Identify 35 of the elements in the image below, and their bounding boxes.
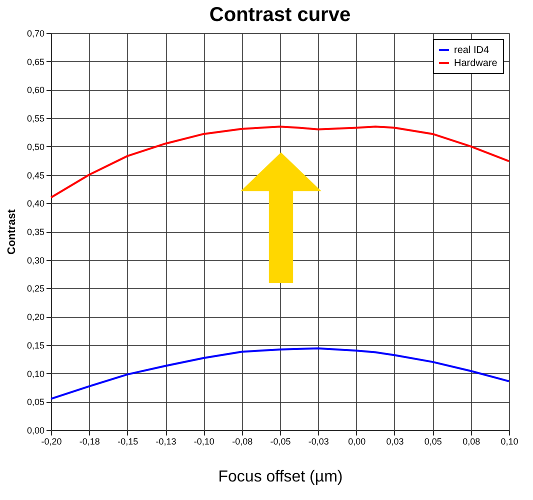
- y-tick-label: 0,20: [26, 312, 44, 322]
- chart-title: Contrast curve: [209, 4, 351, 26]
- x-tick-label: 0,10: [500, 436, 518, 446]
- x-tick-label: -0,18: [79, 436, 100, 446]
- x-tick-label: 0,08: [462, 436, 480, 446]
- x-tick-label: -0,10: [194, 436, 214, 446]
- x-tick-label: 0,05: [424, 436, 442, 446]
- y-tick-label: 0,35: [26, 227, 44, 237]
- y-tick-label: 0,55: [26, 114, 44, 124]
- x-tick-label: -0,13: [156, 436, 176, 446]
- x-tick-label: -0,08: [232, 436, 253, 446]
- y-tick-label: 0,70: [26, 28, 44, 38]
- x-tick-label: 0,03: [386, 436, 404, 446]
- legend-label: real ID4: [454, 45, 490, 56]
- x-tick-label: -0,15: [118, 436, 138, 446]
- y-tick-label: 0,00: [26, 426, 44, 436]
- y-axis-title: Contrast: [6, 209, 18, 255]
- y-tick-label: 0,60: [26, 85, 44, 96]
- line-series: [50, 347, 510, 400]
- y-tick-label: 0,45: [26, 170, 44, 180]
- x-axis-title: Focus offset (µm): [218, 468, 343, 486]
- y-tick-label: 0,50: [26, 142, 44, 152]
- y-tick-label: 0,40: [26, 198, 44, 209]
- y-tick-label: 0,10: [26, 368, 44, 379]
- y-tick-label: 0,25: [26, 284, 44, 294]
- line-series: [50, 126, 510, 198]
- legend-label: Hardware: [454, 58, 498, 69]
- y-tick-label: 0,15: [26, 340, 44, 350]
- y-tick-label: 0,05: [26, 397, 44, 408]
- x-tick-label: 0,00: [348, 436, 366, 446]
- y-tick-label: 0,30: [26, 255, 44, 266]
- x-tick-label: -0,20: [41, 436, 62, 446]
- x-tick-label: -0,03: [308, 436, 329, 446]
- y-tick-label: 0,65: [26, 56, 44, 67]
- x-tick-label: -0,05: [270, 436, 291, 446]
